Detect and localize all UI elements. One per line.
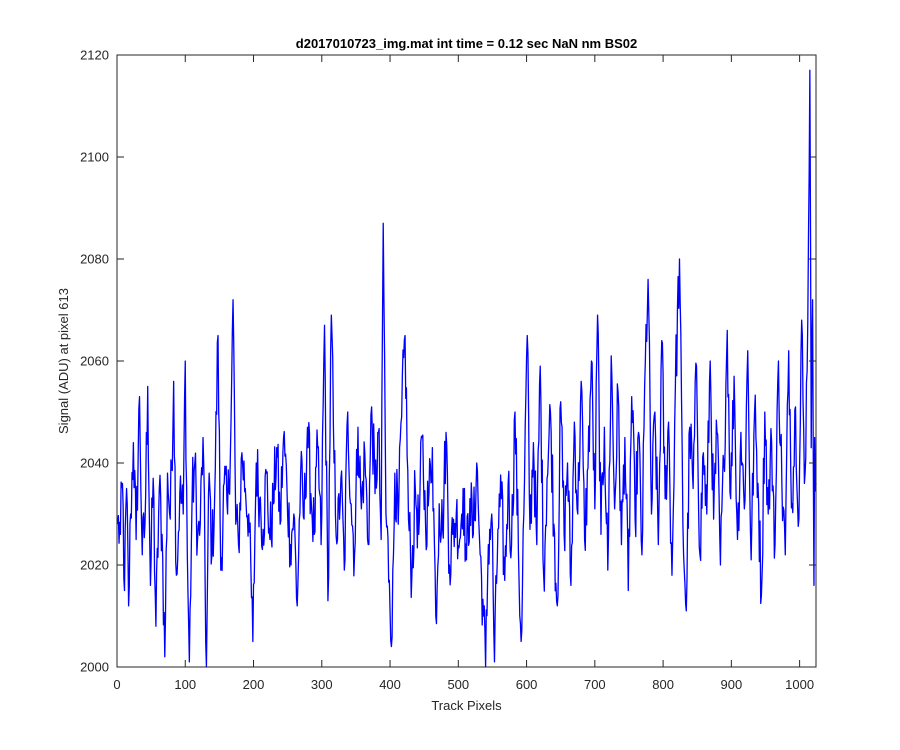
x-tick-label: 0 [113, 677, 120, 692]
x-tick-label: 500 [447, 677, 469, 692]
x-tick-label: 600 [516, 677, 538, 692]
y-tick-label: 2000 [80, 660, 109, 675]
y-tick-label: 2040 [80, 456, 109, 471]
x-axis-label: Track Pixels [431, 698, 502, 713]
x-tick-label: 1000 [785, 677, 814, 692]
tick-layer: 0 100 200 300 400 500 600 700 800 900 1000 2000 2020… [80, 48, 816, 692]
y-tick-label: 2060 [80, 354, 109, 369]
y-tick-label: 2080 [80, 252, 109, 267]
x-tick-label: 200 [243, 677, 265, 692]
y-axis-label: Signal (ADU) at pixel 613 [56, 288, 71, 434]
x-tick-label: 900 [721, 677, 743, 692]
x-tick-label: 100 [174, 677, 196, 692]
series-line [117, 69, 817, 668]
y-tick-label: 2120 [80, 48, 109, 63]
plot-area [117, 55, 816, 667]
x-tick-label: 700 [584, 677, 606, 692]
x-tick-label: 800 [652, 677, 674, 692]
series-layer [117, 69, 817, 668]
y-tick-label: 2100 [80, 150, 109, 165]
x-tick-label: 400 [379, 677, 401, 692]
x-tick-label: 300 [311, 677, 333, 692]
y-tick-label: 2020 [80, 558, 109, 573]
chart-title: d2017010723_img.mat int time = 0.12 sec … [296, 36, 637, 51]
